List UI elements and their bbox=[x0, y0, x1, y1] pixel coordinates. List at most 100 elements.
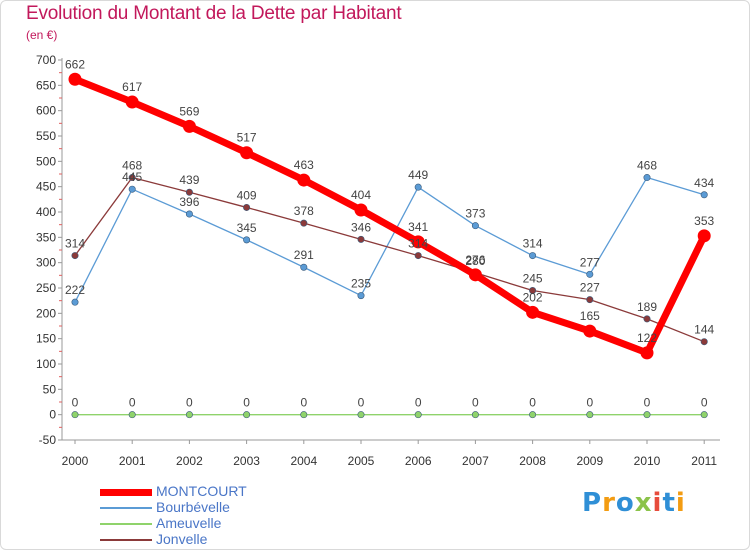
legend-label: Jonvelle bbox=[156, 531, 208, 547]
data-point bbox=[468, 268, 482, 282]
data-point bbox=[357, 411, 365, 419]
data-label: 0 bbox=[529, 396, 536, 410]
data-label: 202 bbox=[523, 290, 543, 304]
data-point bbox=[643, 174, 651, 182]
y-tick-label: 250 bbox=[36, 281, 56, 295]
data-label: 404 bbox=[351, 188, 371, 202]
data-label: 0 bbox=[129, 396, 136, 410]
data-label: 144 bbox=[694, 323, 714, 337]
x-tick-label: 2007 bbox=[462, 454, 489, 468]
series-bourbevelle bbox=[71, 174, 708, 306]
data-label: 378 bbox=[294, 204, 314, 218]
data-point bbox=[185, 210, 193, 218]
data-point bbox=[640, 346, 654, 360]
x-tick-label: 2005 bbox=[348, 454, 375, 468]
y-tick-label: 150 bbox=[36, 332, 56, 346]
data-label: 346 bbox=[351, 220, 371, 234]
data-point bbox=[471, 222, 479, 230]
data-point bbox=[297, 173, 311, 187]
logo-letter: r bbox=[602, 488, 616, 518]
y-tick-label: 300 bbox=[36, 256, 56, 270]
data-label: 0 bbox=[300, 396, 307, 410]
data-point bbox=[68, 72, 82, 86]
data-point bbox=[529, 287, 537, 295]
data-label: 276 bbox=[465, 253, 485, 267]
x-tick-label: 2009 bbox=[576, 454, 603, 468]
data-label: 353 bbox=[694, 214, 714, 228]
data-label: 662 bbox=[65, 57, 85, 71]
data-label: 0 bbox=[701, 396, 708, 410]
data-point bbox=[128, 411, 136, 419]
data-label: 245 bbox=[523, 272, 543, 286]
data-label: 0 bbox=[586, 396, 593, 410]
y-tick-label: 400 bbox=[36, 205, 56, 219]
data-label: 434 bbox=[694, 176, 714, 190]
series-ameuvelle bbox=[71, 411, 708, 419]
data-label: 409 bbox=[237, 188, 257, 202]
data-label: 617 bbox=[122, 80, 142, 94]
data-label: 449 bbox=[408, 168, 428, 182]
data-label: 569 bbox=[179, 104, 199, 118]
data-point bbox=[697, 229, 711, 243]
y-ticks: -50 0 50 100 150 200 250 300 350 400 450 500 550 600 6… bbox=[36, 53, 62, 447]
data-point bbox=[700, 191, 708, 199]
data-point bbox=[643, 411, 651, 419]
y-tick-label: 100 bbox=[36, 357, 56, 371]
x-tick-label: 2000 bbox=[62, 454, 89, 468]
legend-label: Ameuvelle bbox=[156, 515, 222, 531]
data-label: 122 bbox=[637, 331, 657, 345]
data-point bbox=[243, 236, 251, 244]
data-labels-layer: 222 445 396 345 291 235 449 373 314 277 468 434 0 0 0 0… bbox=[65, 57, 715, 409]
data-point bbox=[71, 411, 79, 419]
data-point bbox=[128, 174, 136, 182]
series-line bbox=[74, 176, 705, 303]
data-label: 517 bbox=[237, 131, 257, 145]
series-layer bbox=[68, 72, 711, 419]
data-point bbox=[71, 252, 79, 260]
data-point bbox=[700, 338, 708, 346]
x-tick-label: 2003 bbox=[233, 454, 260, 468]
data-label: 468 bbox=[637, 159, 657, 173]
data-label: 0 bbox=[243, 396, 250, 410]
data-point bbox=[529, 411, 537, 419]
x-ticks: 2000 2001 2002 2003 2004 2005 2006 2007 2008 2009… bbox=[62, 440, 717, 468]
data-label: 468 bbox=[122, 159, 142, 173]
data-point bbox=[243, 411, 251, 419]
data-point bbox=[643, 315, 651, 323]
data-label: 373 bbox=[465, 207, 485, 221]
legend-label: MONTCOURT bbox=[156, 483, 247, 499]
data-label: 0 bbox=[72, 396, 79, 410]
y-tick-label: 450 bbox=[36, 180, 56, 194]
data-label: 463 bbox=[294, 158, 314, 172]
y-tick-label: 0 bbox=[49, 408, 56, 422]
data-point bbox=[586, 270, 594, 278]
legend-swatch bbox=[100, 539, 152, 541]
data-label: 277 bbox=[580, 255, 600, 269]
data-point bbox=[586, 411, 594, 419]
data-point bbox=[300, 219, 308, 227]
y-tick-label: 700 bbox=[36, 53, 56, 67]
legend-swatch bbox=[100, 488, 152, 496]
data-label: 314 bbox=[408, 237, 428, 251]
data-label: 314 bbox=[523, 237, 543, 251]
x-tick-label: 2004 bbox=[290, 454, 317, 468]
data-label: 341 bbox=[408, 220, 428, 234]
data-label: 439 bbox=[179, 173, 199, 187]
data-label: 396 bbox=[179, 195, 199, 209]
logo-letter: o bbox=[615, 488, 635, 518]
y-tick-label: 550 bbox=[36, 129, 56, 143]
data-point bbox=[411, 235, 425, 249]
data-point bbox=[357, 235, 365, 243]
series-montcourt bbox=[68, 72, 711, 360]
data-point bbox=[700, 411, 708, 419]
proxiti-logo: Proxiti bbox=[582, 488, 686, 518]
data-point bbox=[471, 411, 479, 419]
y-tick-label: 600 bbox=[36, 104, 56, 118]
y-tick-label: 500 bbox=[36, 154, 56, 168]
y-tick-label: 350 bbox=[36, 230, 56, 244]
x-tick-label: 2011 bbox=[691, 454, 717, 468]
data-label: 222 bbox=[65, 283, 85, 297]
y-tick-label: 650 bbox=[36, 78, 56, 92]
data-point bbox=[240, 146, 254, 160]
